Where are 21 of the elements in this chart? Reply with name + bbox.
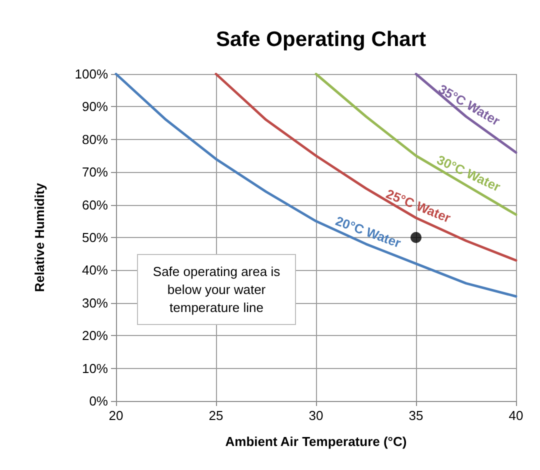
y-tick-label: 50%	[82, 230, 108, 245]
x-tick-label: 35	[408, 408, 424, 423]
y-tick-label: 100%	[74, 66, 108, 82]
x-tick-label: 20	[108, 408, 124, 423]
y-tick-label: 0%	[89, 394, 108, 408]
y-tick-label: 40%	[82, 262, 108, 278]
y-axis-title: Relative Humidity	[32, 182, 47, 292]
y-tick-label: 70%	[82, 164, 108, 180]
line-series	[214, 72, 518, 262]
y-tick-label: 90%	[82, 99, 108, 114]
y-tick-label: 60%	[82, 197, 108, 212]
x-tick-label: 40	[508, 408, 524, 423]
y-tick-label: 10%	[82, 360, 108, 376]
chart-title: Safe Operating Chart	[216, 28, 426, 51]
x-axis-title: Ambient Air Temperature (°C)	[225, 434, 407, 449]
y-tick-label: 20%	[82, 328, 108, 344]
y-tick-label: 80%	[82, 132, 108, 147]
x-tick-label: 30	[308, 408, 324, 423]
y-tick-label: 30%	[82, 295, 108, 310]
annotation: Safe operating area is below your water temperature line	[152, 264, 281, 315]
x-tick-label: 25	[208, 408, 224, 423]
